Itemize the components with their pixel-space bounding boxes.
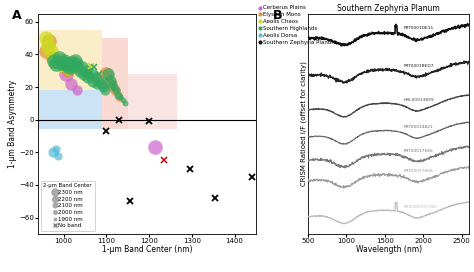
Point [108, 82, 116, 86]
Point [102, 88, 109, 92]
Point [60, 65, 67, 70]
Point [91, 75, 99, 79]
Point [67, 65, 75, 70]
Text: FRS00039770D: FRS00039770D [404, 205, 438, 209]
Point [78, 65, 86, 70]
Point [67, 82, 75, 86]
Point [58, 60, 66, 65]
Point [55, 153, 62, 158]
Point [42, 36, 49, 40]
Point [89, 78, 96, 83]
Point [61, 59, 68, 63]
Point [52, 147, 60, 151]
Legend: Cerberus Plains, Elysium Mons, Aeolis Chaos, Southern Highlands, Aeolis Dorsa, S: Cerberus Plains, Elysium Mons, Aeolis Ch… [259, 5, 337, 45]
Point [73, 88, 81, 92]
Text: FRT0001DE11: FRT0001DE11 [404, 26, 434, 30]
Point [53, 62, 60, 66]
Point [55, 60, 63, 65]
Bar [38, 30, 102, 90]
Point [60, 60, 67, 65]
Y-axis label: 1-μm Band Asymmetry: 1-μm Band Asymmetry [9, 80, 18, 168]
Point [115, 95, 123, 99]
Point [47, 49, 55, 53]
Point [95, 78, 103, 83]
Point [97, 82, 105, 86]
Point [152, 145, 159, 150]
Point [76, 69, 83, 73]
Point [107, 82, 114, 86]
X-axis label: Wavelength (nm): Wavelength (nm) [356, 245, 422, 255]
Point [104, 72, 111, 76]
Point [82, 69, 90, 73]
Text: A: A [12, 9, 21, 22]
Point [87, 72, 94, 76]
Text: FRT00017666: FRT00017666 [404, 169, 434, 173]
Point [64, 69, 72, 73]
Point [100, 85, 107, 89]
Legend: 2300 nm, 2200 nm, 2100 nm, 2000 nm, 1900 nm, No band: 2300 nm, 2200 nm, 2100 nm, 2000 nm, 1900… [41, 181, 95, 231]
Point [71, 69, 78, 73]
Point [54, 60, 61, 65]
Y-axis label: CRISM Ratioed I/F (offset for clarity): CRISM Ratioed I/F (offset for clarity) [300, 61, 307, 186]
Point [84, 75, 92, 79]
Point [65, 65, 73, 70]
Point [67, 60, 74, 65]
Point [110, 85, 118, 89]
Text: FRT0001BED7: FRT0001BED7 [404, 64, 435, 68]
Point [45, 39, 53, 44]
Bar [102, 38, 128, 129]
Point [115, 93, 122, 97]
Point [117, 95, 124, 99]
Point [121, 101, 128, 106]
Point [69, 64, 77, 68]
Text: B: B [273, 9, 282, 22]
Point [55, 55, 63, 60]
Point [77, 69, 84, 73]
Point [50, 55, 58, 60]
Point [44, 44, 52, 48]
Point [80, 72, 88, 76]
Point [57, 65, 64, 70]
Point [42, 49, 49, 53]
Point [49, 55, 57, 60]
Point [73, 62, 81, 66]
Point [62, 72, 70, 76]
Point [119, 98, 127, 102]
Point [64, 69, 72, 73]
Title: Southern Zephyria Planum: Southern Zephyria Planum [337, 4, 440, 13]
Point [93, 82, 100, 86]
Point [49, 150, 57, 154]
Point [71, 59, 79, 63]
Point [106, 78, 114, 83]
Bar [38, 90, 102, 129]
Point [102, 72, 110, 76]
Point [111, 88, 118, 92]
Text: FRT00024821: FRT00024821 [404, 125, 434, 129]
Bar [128, 74, 177, 129]
Point [112, 88, 120, 92]
Text: FRT00017666: FRT00017666 [404, 149, 434, 153]
Point [71, 59, 78, 63]
Text: HRL00013899: HRL00013899 [404, 98, 435, 102]
Point [83, 72, 91, 76]
X-axis label: 1-μm Band Center (nm): 1-μm Band Center (nm) [102, 245, 192, 255]
Point [63, 62, 70, 66]
Point [50, 59, 58, 63]
